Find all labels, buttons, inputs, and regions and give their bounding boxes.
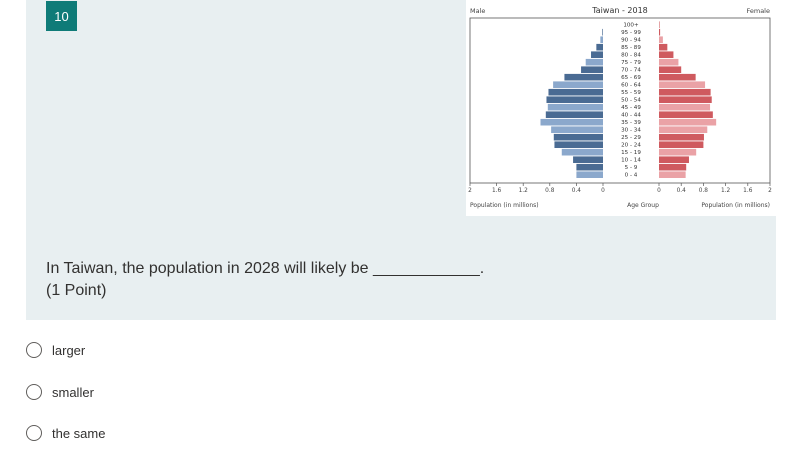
age-group-label: 25 - 29 (621, 135, 641, 141)
female-bar (659, 73, 696, 81)
option-smaller[interactable]: smaller (26, 380, 94, 404)
male-bar (546, 96, 603, 103)
female-bar (659, 171, 686, 178)
plot-area (469, 17, 771, 184)
male-bar (554, 141, 603, 148)
female-bar (659, 141, 704, 148)
option-label: the same (52, 425, 106, 441)
female-bar (659, 126, 708, 133)
male-bar (561, 148, 603, 156)
option-larger[interactable]: larger (26, 338, 85, 362)
female-bar (659, 28, 661, 36)
x-axis-label-center: Age Group (627, 202, 659, 209)
male-bar (540, 118, 603, 126)
x-tick-label: 0.8 (699, 188, 709, 194)
age-group-label: 75 - 79 (621, 60, 641, 66)
female-label: Female (746, 7, 770, 15)
female-bar (659, 111, 713, 118)
female-bar (659, 81, 706, 88)
x-tick-label: 1.2 (519, 188, 529, 194)
question-points: (1 Point) (46, 282, 107, 299)
pyramid-svg: Male Taiwan - 2018 Female Population (in… (468, 6, 772, 209)
male-bar (602, 28, 603, 36)
female-bar (659, 36, 663, 43)
age-group-label: 90 - 94 (621, 38, 641, 44)
age-group-label: 5 - 9 (625, 165, 638, 171)
question-number-badge: 10 (46, 1, 77, 31)
population-pyramid-chart: Male Taiwan - 2018 Female Population (in… (466, 0, 776, 216)
age-group-label: 0 - 4 (625, 173, 638, 179)
age-group-label: 60 - 64 (621, 83, 641, 89)
female-bar (659, 51, 674, 58)
male-bar (573, 156, 603, 163)
male-bar (545, 111, 603, 118)
male-bar (600, 36, 603, 43)
x-tick-label: 1.2 (721, 188, 731, 194)
male-bar (564, 73, 603, 81)
age-group-label: 100+ (623, 23, 639, 29)
male-bar (576, 163, 603, 171)
male-bar (547, 103, 603, 111)
female-bar (659, 163, 687, 171)
x-tick-label: 0.4 (677, 188, 687, 194)
chart-title: Taiwan - 2018 (591, 6, 648, 15)
age-group-label: 70 - 74 (621, 68, 641, 74)
age-group-label: 45 - 49 (621, 105, 641, 111)
male-bar (591, 51, 603, 58)
x-tick-label: 1.6 (492, 188, 502, 194)
question-card: 10 Male Taiwan - 2018 Female Population … (26, 0, 776, 320)
question-text-block: In Taiwan, the population in 2028 will l… (46, 258, 484, 302)
female-bar (659, 43, 668, 51)
age-group-label: 15 - 19 (621, 150, 641, 156)
female-bar (659, 118, 717, 126)
radio-button[interactable] (26, 425, 42, 441)
female-bar (659, 156, 689, 163)
age-group-label: 40 - 44 (621, 113, 641, 119)
age-group-label: 10 - 14 (621, 158, 641, 164)
option-label: smaller (52, 384, 94, 400)
male-bar (596, 43, 603, 51)
age-group-label: 65 - 69 (621, 75, 641, 81)
question-text: In Taiwan, the population in 2028 will l… (46, 260, 485, 277)
male-bar (553, 81, 603, 88)
female-bar (659, 96, 712, 103)
age-group-label: 50 - 54 (621, 98, 641, 104)
age-group-label: 30 - 34 (621, 128, 641, 134)
female-bar (659, 88, 711, 96)
male-bar (576, 171, 603, 178)
x-tick-label: 0.8 (545, 188, 555, 194)
male-bar (548, 88, 603, 96)
radio-button[interactable] (26, 384, 42, 400)
female-bar (659, 103, 711, 111)
male-label: Male (470, 7, 485, 15)
male-bar (581, 66, 603, 73)
female-bar (659, 66, 682, 73)
x-tick-label: 0.4 (572, 188, 582, 194)
female-bar (659, 58, 679, 66)
age-group-label: 55 - 59 (621, 90, 641, 96)
option-label: larger (52, 342, 86, 358)
x-tick-label: 0 (657, 188, 661, 194)
x-axis-label-right: Population (in millions) (701, 202, 770, 209)
female-bar (659, 148, 697, 156)
x-tick-label: 1.6 (743, 188, 753, 194)
age-group-label: 80 - 84 (621, 53, 641, 59)
male-bar (553, 133, 603, 141)
x-tick-label: 2 (768, 188, 772, 194)
x-tick-label: 2 (468, 188, 472, 194)
age-group-label: 85 - 89 (621, 45, 641, 51)
age-group-label: 20 - 24 (621, 143, 641, 149)
age-group-label: 35 - 39 (621, 120, 641, 126)
male-bar (551, 126, 603, 133)
male-bar (585, 58, 603, 66)
option-the-same[interactable]: the same (26, 421, 105, 445)
age-group-label: 95 - 99 (621, 30, 641, 36)
female-bar (659, 21, 660, 28)
radio-button[interactable] (26, 342, 42, 358)
female-bar (659, 133, 704, 141)
x-axis-label-left: Population (in millions) (470, 202, 539, 209)
x-tick-label: 0 (601, 188, 605, 194)
